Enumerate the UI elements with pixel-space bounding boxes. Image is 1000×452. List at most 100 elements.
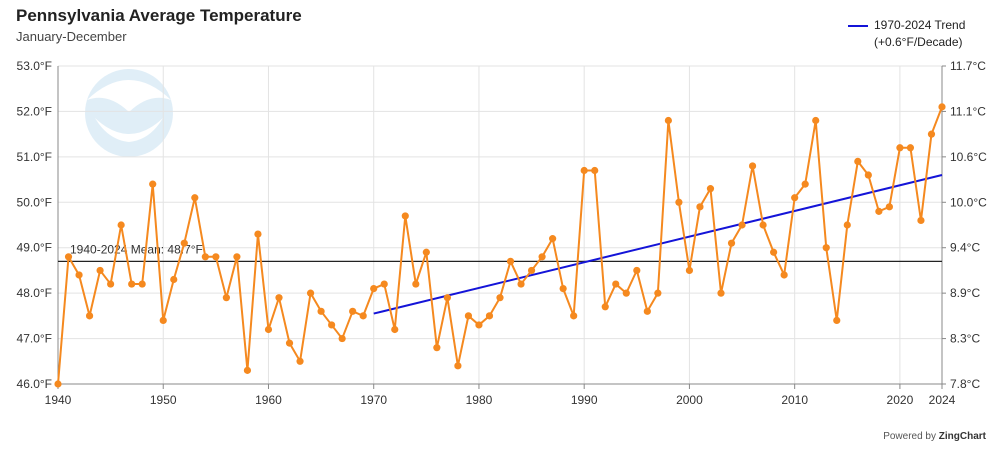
data-point[interactable] bbox=[454, 362, 462, 370]
data-point[interactable] bbox=[791, 194, 799, 202]
data-point[interactable] bbox=[527, 266, 536, 275]
data-point[interactable] bbox=[159, 316, 167, 324]
data-point[interactable] bbox=[264, 325, 273, 334]
data-point[interactable] bbox=[170, 275, 178, 284]
data-point[interactable] bbox=[64, 253, 73, 261]
data-point[interactable] bbox=[506, 257, 515, 265]
data-point[interactable] bbox=[612, 280, 620, 288]
data-point[interactable] bbox=[128, 280, 136, 288]
data-point[interactable] bbox=[696, 203, 704, 211]
data-point[interactable] bbox=[54, 380, 62, 388]
x-tick-label: 2024 bbox=[929, 393, 956, 407]
chart-title: Pennsylvania Average Temperature bbox=[16, 6, 302, 25]
data-point[interactable] bbox=[433, 344, 441, 352]
data-point[interactable] bbox=[412, 280, 420, 288]
data-point[interactable] bbox=[801, 180, 809, 188]
data-point[interactable] bbox=[359, 312, 367, 320]
data-point[interactable] bbox=[727, 239, 736, 247]
data-point[interactable] bbox=[464, 312, 473, 320]
y-tick-label-left: 52.0°F bbox=[17, 104, 52, 118]
data-point[interactable] bbox=[85, 312, 94, 320]
data-point[interactable] bbox=[748, 162, 757, 170]
legend-trend-name: 1970-2024 Trend bbox=[874, 18, 966, 32]
data-point[interactable] bbox=[422, 248, 430, 256]
data-point[interactable] bbox=[864, 171, 872, 179]
data-point[interactable] bbox=[706, 185, 715, 193]
data-point[interactable] bbox=[201, 253, 209, 261]
data-point[interactable] bbox=[138, 280, 146, 288]
data-point[interactable] bbox=[738, 221, 746, 229]
data-point[interactable] bbox=[664, 116, 672, 125]
powered-by[interactable]: Powered by ZingChart bbox=[883, 431, 986, 442]
data-point[interactable] bbox=[275, 294, 283, 302]
data-point[interactable] bbox=[180, 239, 188, 247]
data-point[interactable] bbox=[496, 294, 504, 302]
data-point[interactable] bbox=[538, 253, 546, 261]
data-point[interactable] bbox=[349, 307, 357, 315]
x-tick-label: 1940 bbox=[45, 393, 72, 407]
data-point[interactable] bbox=[896, 144, 904, 152]
data-point[interactable] bbox=[222, 294, 230, 302]
data-point[interactable] bbox=[938, 103, 946, 111]
data-point[interactable] bbox=[338, 334, 346, 343]
data-point[interactable] bbox=[559, 285, 567, 293]
data-point[interactable] bbox=[475, 321, 483, 329]
data-point[interactable] bbox=[812, 116, 820, 125]
data-point[interactable] bbox=[285, 339, 294, 347]
data-point[interactable] bbox=[717, 289, 725, 297]
tick-labels: 46.0°F 7.8°C 47.0°F 8.3°C 48.0°F 8.9°C 49.0°F 9… bbox=[17, 59, 988, 407]
data-point[interactable] bbox=[675, 198, 683, 206]
data-point[interactable] bbox=[296, 357, 304, 365]
data-point[interactable] bbox=[601, 303, 609, 311]
data-point[interactable] bbox=[885, 203, 893, 211]
data-point[interactable] bbox=[591, 166, 599, 175]
data-point[interactable] bbox=[822, 244, 830, 252]
legend[interactable]: 1970-2024 Trend (+0.6°F/Decade) bbox=[848, 15, 996, 55]
data-point[interactable] bbox=[117, 221, 125, 229]
data-point[interactable] bbox=[517, 280, 525, 288]
data-point[interactable] bbox=[854, 157, 862, 165]
data-point[interactable] bbox=[780, 271, 788, 279]
x-tick-label: 2010 bbox=[781, 393, 808, 407]
data-point[interactable] bbox=[759, 221, 767, 229]
data-point[interactable] bbox=[212, 253, 220, 261]
data-point[interactable] bbox=[580, 166, 588, 175]
data-point[interactable] bbox=[654, 289, 662, 297]
data-point[interactable] bbox=[391, 325, 399, 334]
data-point[interactable] bbox=[401, 212, 409, 220]
y-tick-label-right: 8.9°C bbox=[950, 286, 980, 300]
data-point[interactable] bbox=[770, 248, 778, 256]
data-point[interactable] bbox=[243, 366, 252, 374]
data-point[interactable] bbox=[549, 235, 557, 243]
data-point[interactable] bbox=[191, 194, 199, 202]
data-point[interactable] bbox=[443, 294, 451, 302]
y-tick-label-right: 7.8°C bbox=[950, 377, 980, 391]
data-point[interactable] bbox=[875, 207, 883, 215]
data-point[interactable] bbox=[622, 289, 630, 297]
data-point[interactable] bbox=[107, 280, 115, 288]
data-point[interactable] bbox=[685, 266, 694, 275]
data-point[interactable] bbox=[317, 307, 325, 315]
data-point[interactable] bbox=[149, 180, 157, 188]
data-point[interactable] bbox=[328, 321, 336, 329]
grid-lines bbox=[57, 65, 943, 385]
data-point[interactable] bbox=[380, 280, 388, 288]
data-point[interactable] bbox=[906, 144, 915, 152]
data-point[interactable] bbox=[254, 230, 262, 238]
data-point[interactable] bbox=[843, 221, 851, 229]
data-point[interactable] bbox=[633, 266, 641, 275]
data-point[interactable] bbox=[370, 285, 378, 293]
data-point[interactable] bbox=[833, 316, 841, 324]
data-point[interactable] bbox=[485, 312, 494, 320]
data-point[interactable] bbox=[927, 130, 936, 138]
data-point[interactable] bbox=[570, 312, 578, 320]
data-point[interactable] bbox=[75, 271, 83, 279]
data-point[interactable] bbox=[917, 216, 925, 225]
powered-prefix: Powered by bbox=[883, 431, 939, 442]
data-point[interactable] bbox=[233, 253, 241, 261]
y-tick-label-left: 48.0°F bbox=[17, 286, 52, 300]
y-tick-label-left: 53.0°F bbox=[17, 59, 52, 73]
data-point[interactable] bbox=[306, 289, 315, 297]
data-point[interactable] bbox=[96, 266, 104, 275]
data-point[interactable] bbox=[643, 307, 651, 315]
